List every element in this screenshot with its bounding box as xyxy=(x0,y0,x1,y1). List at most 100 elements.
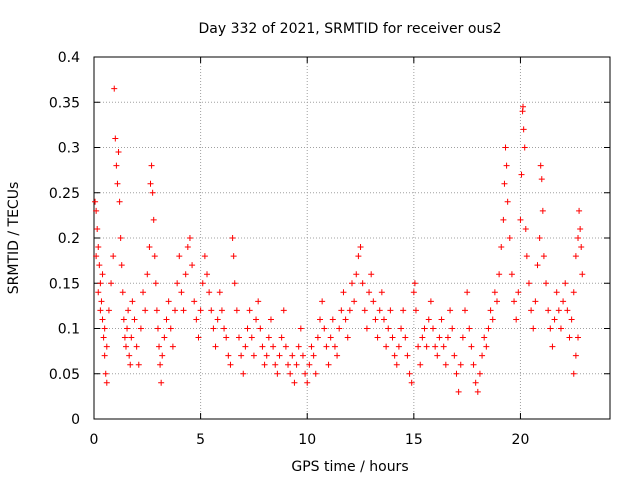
data-point xyxy=(498,244,505,251)
data-point xyxy=(470,361,477,368)
data-point xyxy=(274,370,281,377)
data-point xyxy=(120,316,127,323)
data-point xyxy=(186,235,193,241)
data-point xyxy=(536,235,543,241)
data-point xyxy=(421,325,428,332)
data-point xyxy=(547,325,554,332)
data-point xyxy=(304,379,311,386)
data-point xyxy=(306,361,313,368)
data-point xyxy=(216,289,223,296)
data-point xyxy=(537,162,544,169)
data-point xyxy=(502,144,509,151)
data-point xyxy=(539,207,546,214)
data-point xyxy=(380,316,387,323)
data-point xyxy=(438,316,445,323)
data-point xyxy=(466,325,473,332)
data-point xyxy=(485,325,492,332)
data-point xyxy=(231,280,238,287)
data-point xyxy=(250,352,257,359)
data-point xyxy=(572,253,579,260)
data-point xyxy=(523,253,530,260)
data-point xyxy=(459,334,466,341)
data-point xyxy=(103,343,110,350)
data-point xyxy=(285,361,292,368)
data-point xyxy=(520,126,527,133)
data-point xyxy=(129,298,136,305)
data-point xyxy=(135,361,142,368)
data-point xyxy=(161,334,168,341)
data-point xyxy=(575,334,582,341)
data-point xyxy=(383,343,390,350)
data-point xyxy=(560,298,567,305)
data-point xyxy=(293,361,300,368)
data-point xyxy=(248,334,255,341)
data-point xyxy=(493,298,500,305)
data-point xyxy=(276,352,283,359)
data-point xyxy=(159,352,166,359)
data-point xyxy=(521,144,528,151)
data-point xyxy=(545,307,552,314)
data-point xyxy=(575,235,582,241)
data-point xyxy=(534,262,541,269)
data-point xyxy=(191,298,198,305)
data-point xyxy=(94,225,101,232)
data-point xyxy=(97,280,104,287)
data-point xyxy=(165,298,172,305)
data-point xyxy=(329,316,336,323)
data-point xyxy=(174,280,181,287)
data-point xyxy=(489,316,496,323)
data-point xyxy=(197,307,204,314)
data-point xyxy=(557,325,564,332)
data-point xyxy=(474,388,481,395)
data-point xyxy=(468,343,475,350)
data-point xyxy=(451,352,458,359)
data-point xyxy=(483,343,490,350)
data-point xyxy=(240,370,247,377)
data-point xyxy=(398,325,405,332)
data-point xyxy=(412,307,419,314)
data-point xyxy=(221,325,228,332)
data-points xyxy=(92,85,586,395)
data-point xyxy=(214,316,221,323)
data-point xyxy=(344,334,351,341)
data-point xyxy=(572,352,579,359)
data-point xyxy=(122,343,129,350)
data-point xyxy=(406,370,413,377)
data-point xyxy=(218,307,225,314)
data-point xyxy=(472,379,479,386)
data-point xyxy=(199,280,206,287)
data-point xyxy=(206,289,213,296)
data-point xyxy=(98,298,105,305)
data-point xyxy=(263,352,270,359)
data-point xyxy=(378,289,385,296)
data-point xyxy=(551,316,558,323)
data-point xyxy=(503,162,510,169)
data-point xyxy=(225,352,232,359)
data-point xyxy=(230,253,237,260)
data-point xyxy=(308,343,315,350)
data-point xyxy=(201,253,208,260)
data-point xyxy=(447,307,454,314)
data-point xyxy=(481,334,488,341)
data-point xyxy=(430,325,437,332)
data-point xyxy=(528,307,535,314)
data-point xyxy=(92,198,99,205)
data-point xyxy=(154,325,161,332)
data-point xyxy=(176,253,183,260)
data-point xyxy=(455,388,462,395)
data-point xyxy=(319,298,326,305)
data-point xyxy=(267,316,274,323)
data-point xyxy=(491,289,498,296)
data-point xyxy=(331,343,338,350)
data-point xyxy=(212,343,219,350)
data-point xyxy=(389,334,396,341)
y-tick-label: 0.15 xyxy=(49,276,80,292)
data-point xyxy=(353,271,360,278)
data-point xyxy=(321,325,328,332)
data-point xyxy=(496,271,503,278)
data-point xyxy=(457,361,464,368)
x-tick-label: 0 xyxy=(90,432,99,448)
data-point xyxy=(153,307,160,314)
data-point xyxy=(259,343,266,350)
